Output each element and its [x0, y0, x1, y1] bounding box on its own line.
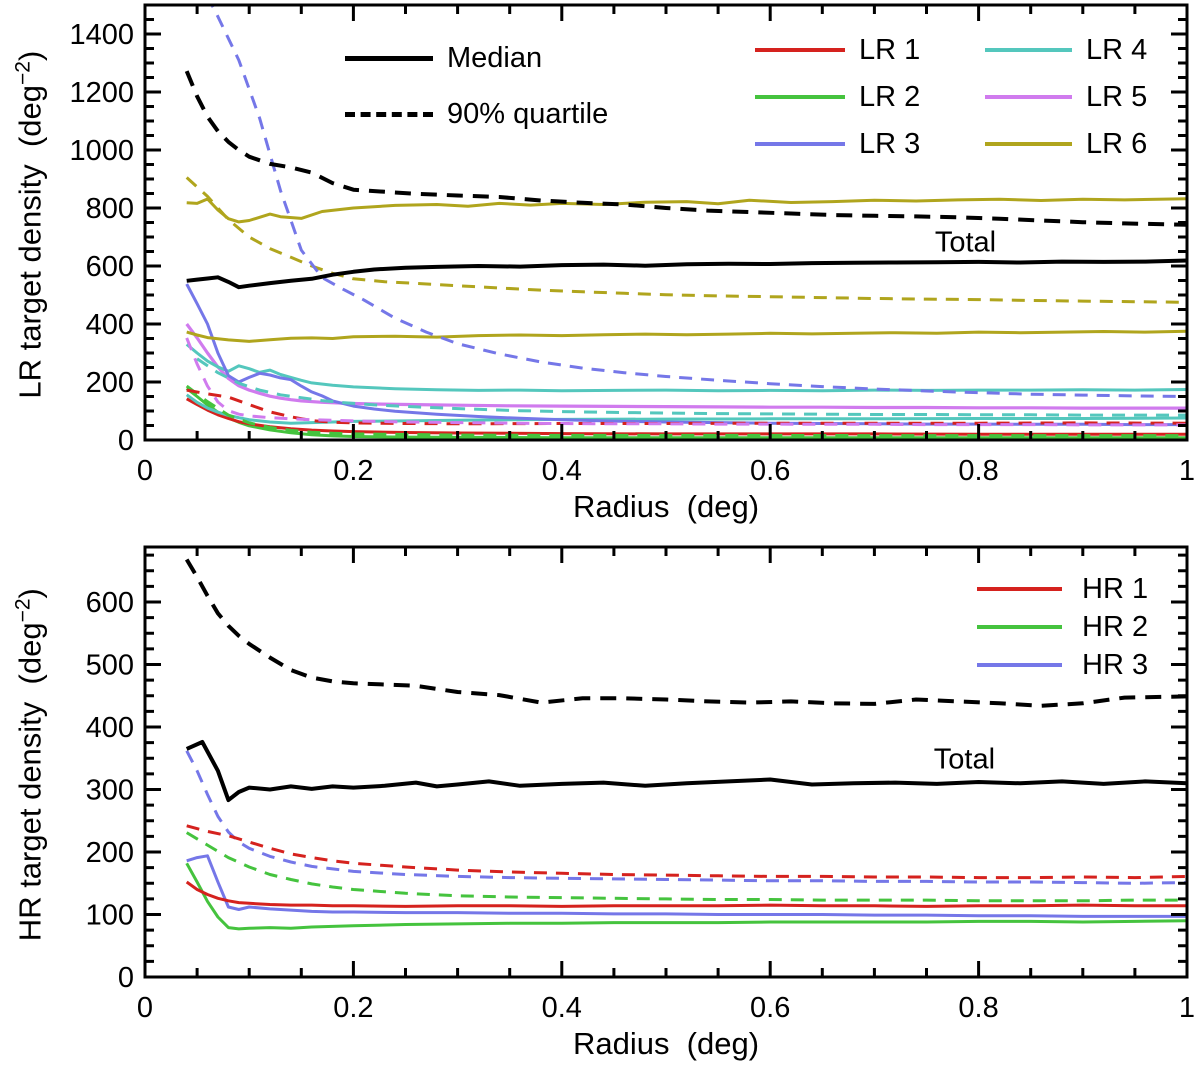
- hr-panel-ytick-label: 200: [86, 837, 134, 869]
- hr-panel-xtick-label: 0.2: [333, 992, 373, 1024]
- series-lr-total-median: [186, 258, 1187, 290]
- legend-style-90pct-quartile-swatch: [345, 111, 433, 117]
- lr-panel: 0 0.2 0.4 0.6 0.8 1 0 200 400 600 800 1000 1200 1400 T…: [69, 3, 1195, 487]
- series-hr1-90pct: [186, 824, 1187, 880]
- lr-panel-ytick-label: 200: [86, 367, 134, 399]
- series-hr1-median: [185, 880, 1187, 908]
- legend-style-median: Median: [345, 41, 542, 75]
- series-hr3-median: [186, 854, 1187, 918]
- lr-panel-ytick-label: 1400: [69, 19, 134, 51]
- legend-style-median-label: Median: [447, 41, 543, 74]
- legend-hr-1: HR 1: [977, 572, 1148, 606]
- hr-panel-xtick-label: 1: [1179, 992, 1195, 1024]
- hr-panel-ytick-label: 400: [86, 712, 134, 744]
- legend-lr-2: LR 2: [755, 80, 920, 114]
- lr-panel-ytick-label: 1200: [69, 77, 134, 109]
- legend-lr-2-swatch: [755, 95, 845, 99]
- series-hr-total-median: [185, 740, 1187, 803]
- lr-panel-series: [184, 5, 1187, 440]
- lr-panel-xtick-label: 0.8: [958, 455, 998, 487]
- lr-y-axis-title: LR target density (deg−2): [11, 50, 48, 399]
- lr-panel-ytick-label: 400: [86, 309, 134, 341]
- series-hr2-90pct: [185, 831, 1187, 903]
- lr-panel-tick-labels: 0 0.2 0.4 0.6 0.8 1 0 200 400 600 800 1000 1200 1400: [69, 19, 1195, 487]
- series-lr5-90pct: [185, 337, 1187, 427]
- hr-panel-series: [184, 558, 1187, 931]
- lr-panel-ytick-label: 0: [118, 425, 134, 457]
- legend-lr-3-label: LR 3: [859, 127, 921, 160]
- lr-panel-ticks: [143, 3, 1189, 442]
- lr-x-axis-title: Radius (deg): [572, 489, 760, 524]
- legend-lr-4-label: LR 4: [1086, 33, 1148, 66]
- hr-panel-ytick-label: 500: [86, 650, 134, 682]
- series-lr4-90pct: [196, 357, 1187, 417]
- hr-panel: 0 0.2 0.4 0.6 0.8 1 0 100 200 300 400 500 600 Total: [86, 545, 1195, 1024]
- series-lr-total-90pct: [184, 70, 1187, 227]
- legend-hr-1-label: HR 1: [1082, 572, 1149, 605]
- legend-hr-3-label: HR 3: [1082, 648, 1149, 681]
- legend-lr-1: LR 1: [755, 33, 920, 67]
- series-lr6-lower-solid: [186, 329, 1187, 343]
- series-hr2-median: [185, 862, 1187, 931]
- hr-panel-tick-labels: 0 0.2 0.4 0.6 0.8 1 0 100 200 300 400 500 600: [86, 587, 1195, 1024]
- legend-hr-1-swatch: [977, 587, 1062, 591]
- hr-panel-ticks: [143, 547, 1189, 979]
- legend-hr-2-swatch: [977, 625, 1062, 629]
- series-lr2-90pct: [185, 384, 1187, 438]
- hr-panel-ytick-label: 0: [118, 962, 134, 994]
- series-lr6-90pct: [185, 176, 1187, 304]
- legend-lr-1-label: LR 1: [859, 33, 921, 66]
- lr-panel-total-annotation: Total: [935, 226, 996, 258]
- legend-lr-5-label: LR 5: [1086, 80, 1148, 113]
- series-lr5-median: [185, 323, 1187, 410]
- legend-lr-5: LR 5: [985, 80, 1147, 114]
- legend-lr-1-swatch: [755, 48, 845, 52]
- legend-lr-3-swatch: [755, 142, 845, 146]
- legend-lr-6-label: LR 6: [1086, 127, 1148, 160]
- series-hr3-90pct: [185, 750, 1187, 885]
- lr-panel-ytick-label: 600: [86, 251, 134, 283]
- hr-panel-xtick-label: 0.6: [750, 992, 790, 1024]
- lr-panel-ytick-label: 800: [86, 193, 134, 225]
- series-hr-total-90pct: [184, 558, 1187, 708]
- hr-panel-ytick-label: 300: [86, 775, 134, 807]
- legend-hr-2-label: HR 2: [1082, 610, 1149, 643]
- lr-panel-xtick-label: 1: [1179, 455, 1195, 487]
- hr-panel-xtick-label: 0.8: [958, 992, 998, 1024]
- legend-hr-2: HR 2: [977, 610, 1148, 644]
- legend-style-90pct-quartile-label: 90% quartile: [447, 97, 609, 130]
- lr-panel-ytick-label: 1000: [69, 135, 134, 167]
- lr-panel-xtick-label: 0: [137, 455, 153, 487]
- legend-lr-3: LR 3: [755, 127, 920, 161]
- hr-x-axis-title: Radius (deg): [572, 1026, 760, 1061]
- hr-panel-xtick-label: 0.4: [542, 992, 582, 1024]
- legend-style-median-swatch: [345, 55, 433, 61]
- series-lr3-90pct: [210, 5, 1187, 398]
- lr-panel-xtick-label: 0.6: [750, 455, 790, 487]
- lr-panel-frame: [143, 3, 1189, 442]
- legend-hr-3: HR 3: [977, 648, 1148, 682]
- series-lr6-upper-solid: [186, 197, 1187, 224]
- hr-y-axis-title: HR target density (deg−2): [11, 588, 48, 942]
- hr-panel-xtick-label: 0: [137, 992, 153, 1024]
- legend-hr-3-swatch: [977, 663, 1062, 667]
- hr-panel-total-annotation: Total: [934, 743, 995, 775]
- legend-lr-6-swatch: [985, 142, 1072, 146]
- hr-panel-ytick-label: 600: [86, 587, 134, 619]
- legend-lr-6: LR 6: [985, 127, 1147, 161]
- legend-lr-4-swatch: [985, 48, 1072, 52]
- legend-lr-5-swatch: [985, 95, 1072, 99]
- series-lr4-median: [185, 343, 1187, 393]
- hr-panel-ytick-label: 100: [86, 900, 134, 932]
- lr-panel-xtick-label: 0.2: [333, 455, 373, 487]
- lr-panel-xtick-label: 0.4: [542, 455, 582, 487]
- legend-lr-2-label: LR 2: [859, 80, 921, 113]
- legend-style-90pct-quartile: 90% quartile: [345, 97, 608, 131]
- legend-lr-4: LR 4: [985, 33, 1147, 67]
